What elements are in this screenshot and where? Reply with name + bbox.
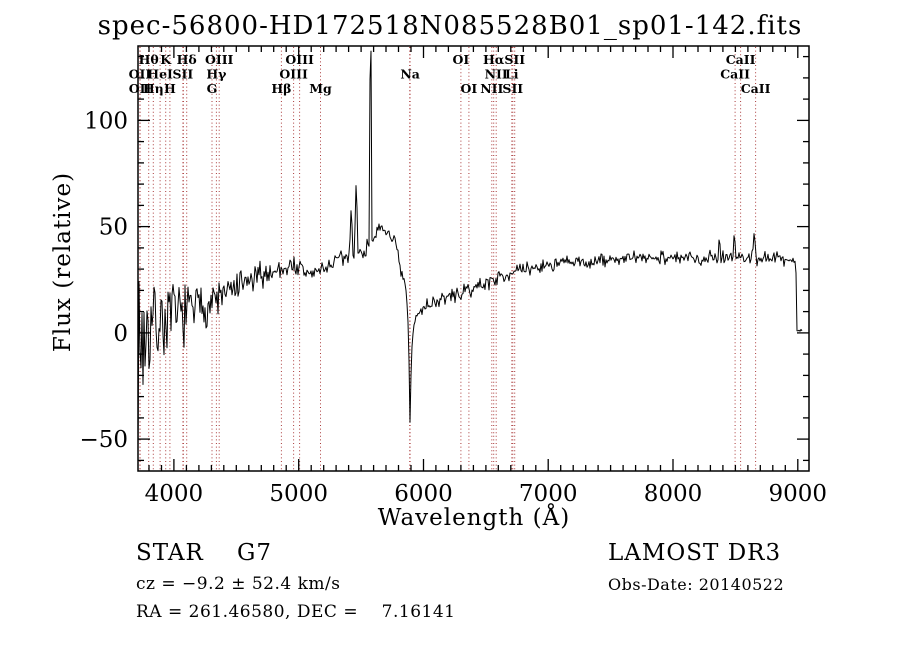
svg-text:7000: 7000 xyxy=(519,481,578,507)
svg-text:SII: SII xyxy=(502,81,523,96)
svg-text:8000: 8000 xyxy=(644,481,703,507)
spectral-line-markers xyxy=(139,47,757,470)
svg-text:Hγ: Hγ xyxy=(206,67,227,82)
svg-text:SII: SII xyxy=(504,52,525,67)
y-axis-label: Flux (relative) xyxy=(50,171,76,353)
svg-text:CaII: CaII xyxy=(741,81,771,96)
svg-text:5000: 5000 xyxy=(269,481,328,507)
svg-text:Mg: Mg xyxy=(309,81,332,96)
spectrum-title: spec-56800-HD172518N085528B01_sp01-142.f… xyxy=(97,11,803,41)
svg-text:SII: SII xyxy=(173,67,194,82)
spectrum-trace xyxy=(137,50,803,450)
svg-text:Hη: Hη xyxy=(143,81,164,96)
svg-text:NII: NII xyxy=(480,81,503,96)
svg-text:OII: OII xyxy=(129,81,152,96)
svg-text:Na: Na xyxy=(400,67,420,82)
svg-text:50: 50 xyxy=(99,215,128,241)
ra-dec-text: RA = 261.46580, DEC = 7.16141 xyxy=(136,602,456,622)
svg-text:Li: Li xyxy=(505,67,519,82)
svg-text:Hβ: Hβ xyxy=(271,81,291,96)
y-tick-labels: −50 0 50 100 xyxy=(79,108,128,453)
spectral-line-labels: OIIOIIHθHηHeIKHSIIHδGHγOIIIHβOIIIOIIIMgN… xyxy=(129,52,771,96)
svg-text:OIII: OIII xyxy=(285,52,314,67)
svg-text:NII: NII xyxy=(485,67,508,82)
svg-text:K: K xyxy=(160,52,172,67)
svg-text:OIII: OIII xyxy=(205,52,234,67)
svg-text:Hα: Hα xyxy=(483,52,505,67)
svg-text:Hδ: Hδ xyxy=(177,52,197,67)
svg-text:4000: 4000 xyxy=(145,481,204,507)
svg-text:0: 0 xyxy=(113,321,128,347)
classification-text: STAR G7 xyxy=(136,540,273,566)
x-axis-label: Wavelength (Å) xyxy=(377,505,571,531)
svg-text:OII: OII xyxy=(129,67,152,82)
svg-text:100: 100 xyxy=(84,108,128,134)
svg-text:H: H xyxy=(164,81,176,96)
svg-text:CaII: CaII xyxy=(720,67,750,82)
svg-text:G: G xyxy=(207,81,218,96)
svg-text:OI: OI xyxy=(453,52,470,67)
svg-text:OI: OI xyxy=(461,81,478,96)
svg-text:CaII: CaII xyxy=(726,52,756,67)
svg-text:6000: 6000 xyxy=(394,481,453,507)
x-tick-labels: 4000 5000 6000 7000 8000 9000 xyxy=(145,481,827,507)
obs-date-text: Obs-Date: 20140522 xyxy=(608,575,785,594)
svg-text:−50: −50 xyxy=(79,427,128,453)
svg-text:9000: 9000 xyxy=(769,481,828,507)
svg-text:OIII: OIII xyxy=(279,67,308,82)
axis-ticks xyxy=(138,46,809,471)
svg-text:Hθ: Hθ xyxy=(139,52,159,67)
redshift-velocity-text: cz = −9.2 ± 52.4 km/s xyxy=(136,574,341,594)
survey-release-text: LAMOST DR3 xyxy=(608,540,782,566)
svg-text:HeI: HeI xyxy=(147,67,173,82)
